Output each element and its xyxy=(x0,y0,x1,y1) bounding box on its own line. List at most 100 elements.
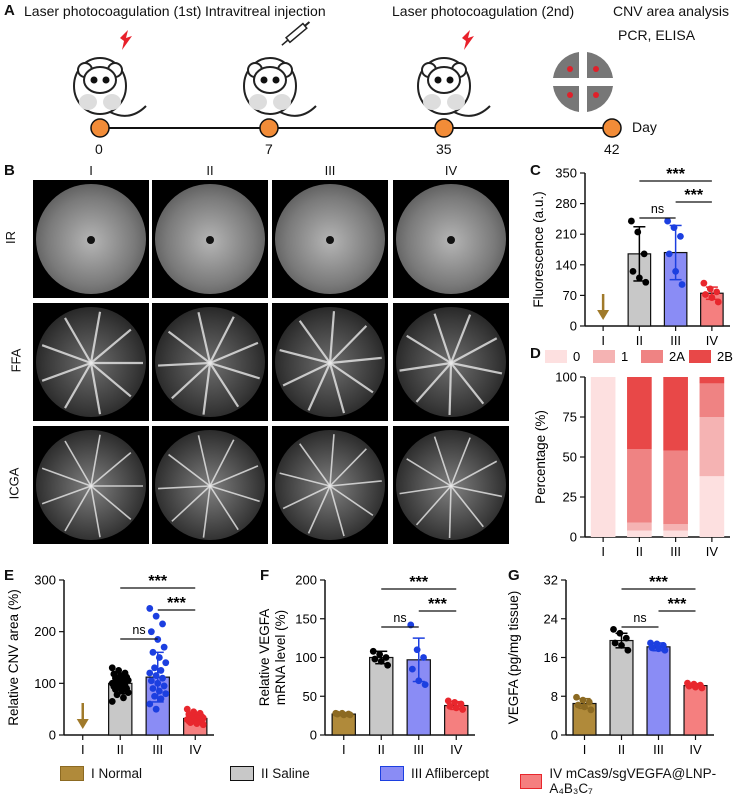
fundus-image-ir-iv xyxy=(393,180,509,298)
timeline-day-42: 42 xyxy=(604,141,620,157)
panel-label-e: E xyxy=(4,567,15,584)
panel-label-a: A xyxy=(4,2,15,19)
y-tick-label: 0 xyxy=(570,319,577,334)
stack-segment-iv-2a xyxy=(699,383,725,417)
data-point-ii xyxy=(376,651,384,658)
data-point-ii xyxy=(634,228,642,236)
data-point-ii xyxy=(369,647,377,655)
data-point-iii xyxy=(420,654,427,661)
stack-segment-iv-0 xyxy=(699,476,725,537)
data-point-iii xyxy=(157,667,165,674)
data-point-iii xyxy=(672,267,680,275)
legend-swatch-iii xyxy=(380,766,404,781)
y-tick-label: 50 xyxy=(303,689,317,704)
data-point-i xyxy=(574,701,582,709)
stack-segment-iv-1 xyxy=(699,417,725,477)
image-column-label-iv: IV xyxy=(444,163,458,178)
y-axis-label: VEGFA (pg/mg tissue) xyxy=(506,591,521,725)
data-point-ii xyxy=(640,250,648,258)
significance-label: ns xyxy=(393,611,406,625)
x-tick-label-iii: III xyxy=(152,742,163,755)
x-tick-label-iv: IV xyxy=(189,742,202,755)
stack-segment-iii-2b xyxy=(663,377,688,451)
bar-iv xyxy=(683,684,708,736)
legend-swatch-1 xyxy=(593,350,615,363)
data-point-iii xyxy=(151,692,158,700)
data-point-iii xyxy=(648,644,656,652)
data-point-iv xyxy=(451,699,459,706)
data-point-iii xyxy=(146,669,154,677)
fundus-image-ir-iii xyxy=(272,180,388,298)
data-point-iv xyxy=(457,700,465,708)
x-tick-label-i: I xyxy=(601,333,605,346)
y-tick-label: 100 xyxy=(295,650,317,665)
timeline-day-0: 0 xyxy=(95,141,103,157)
data-point-iv xyxy=(706,285,714,293)
fundus-image-icga-i xyxy=(33,426,149,544)
significance-label: *** xyxy=(649,574,668,591)
legend-swatch-0 xyxy=(545,350,567,363)
data-point-iv xyxy=(685,682,693,690)
y-tick-label: 75 xyxy=(563,410,577,425)
significance-label: *** xyxy=(668,596,687,613)
bar-ii xyxy=(609,639,634,736)
x-tick-label-iii: III xyxy=(670,333,681,346)
data-point-iv xyxy=(444,697,452,705)
timeline-step-2-label: Intravitreal injection xyxy=(205,3,326,19)
data-point-ii xyxy=(627,217,635,225)
x-tick-label-i: I xyxy=(601,544,605,559)
significance-label: ns xyxy=(651,202,664,216)
legend-label-iii: III Aflibercept xyxy=(411,766,490,781)
data-point-iv xyxy=(183,705,191,713)
data-point-iii xyxy=(149,648,157,656)
data-point-ii xyxy=(377,657,385,665)
data-point-iii xyxy=(147,677,155,685)
y-tick-label: 0 xyxy=(551,728,558,743)
data-point-iv xyxy=(199,721,207,729)
timeline-dot-42 xyxy=(602,118,622,138)
data-point-iii xyxy=(677,232,684,240)
image-column-label-i: I xyxy=(89,163,93,178)
y-tick-label: 350 xyxy=(555,166,577,181)
y-tick-label: 0 xyxy=(49,728,56,743)
arrow-down-icon xyxy=(597,310,610,320)
timeline-step-1-label: Laser photocoagulation (1st) xyxy=(24,3,202,19)
data-point-iv xyxy=(446,702,454,710)
arrow-down-icon xyxy=(76,719,89,729)
data-point-iii xyxy=(159,620,166,628)
significance-label: ns xyxy=(633,611,646,625)
stack-segment-iii-1 xyxy=(663,524,688,531)
image-row-label-ffa: FFA xyxy=(8,348,24,373)
legend-label-ii: II Saline xyxy=(261,766,310,781)
data-point-ii xyxy=(371,655,379,663)
data-point-iv xyxy=(700,279,708,287)
data-point-iii xyxy=(155,654,163,661)
x-tick-label-i: I xyxy=(583,742,587,755)
legend-label-1: 1 xyxy=(621,349,628,364)
data-point-i xyxy=(579,696,587,704)
x-tick-label-iii: III xyxy=(670,544,681,559)
x-tick-label-iv: IV xyxy=(689,742,702,755)
y-tick-label: 50 xyxy=(563,450,577,465)
data-point-iii xyxy=(655,645,662,653)
data-point-ii xyxy=(382,654,390,661)
x-tick-label-iii: III xyxy=(653,742,664,755)
y-tick-label: 100 xyxy=(34,676,56,691)
data-point-i xyxy=(573,693,580,701)
data-point-ii xyxy=(108,664,116,672)
timeline-day-35: 35 xyxy=(436,141,452,157)
data-point-iii xyxy=(151,664,158,672)
data-point-iii xyxy=(146,605,154,612)
fundus-image-ir-ii xyxy=(152,180,268,298)
data-point-iv xyxy=(459,706,467,713)
legend-item-iv: IV mCas9/sgVEGFA@LNP-A₄B₃C₇ xyxy=(520,766,744,796)
data-point-ii xyxy=(120,694,127,702)
data-point-iv xyxy=(714,298,722,306)
y-axis-label: Relative CNV area (%) xyxy=(6,589,21,726)
image-row-label-icga: ICGA xyxy=(6,467,22,500)
data-point-iv xyxy=(698,684,706,692)
y-tick-label: 200 xyxy=(295,573,317,588)
image-row-label-ir: IR xyxy=(3,231,18,244)
